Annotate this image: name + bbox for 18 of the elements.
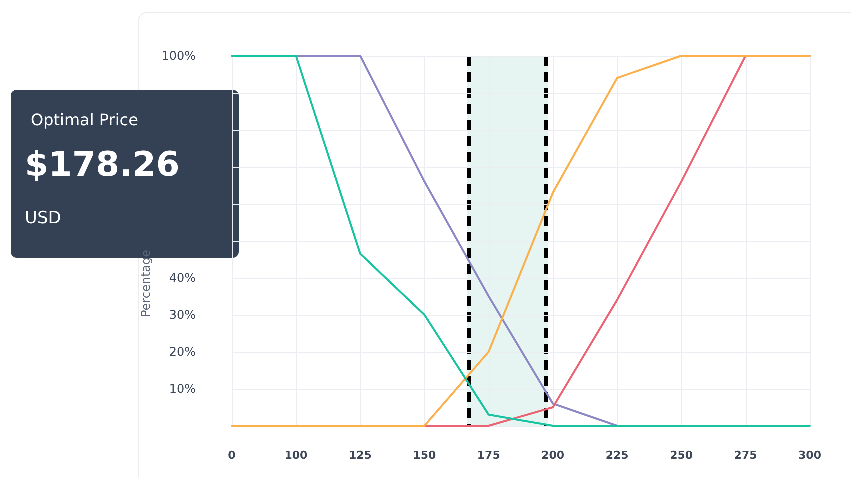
y-tick-label: 30% <box>169 308 196 322</box>
x-tick-label: 275 <box>734 449 758 462</box>
y-tick-label: 20% <box>169 345 196 359</box>
x-tick-label: 225 <box>606 449 629 462</box>
text: Optimal Price <box>31 110 138 130</box>
x-tick-label: 250 <box>670 449 694 462</box>
x-tick-label: 100 <box>284 449 308 462</box>
x-tick-label: 175 <box>477 449 500 462</box>
text: USD <box>25 208 62 228</box>
y-tick-label: 10% <box>169 382 196 396</box>
x-tick-label: 200 <box>542 449 565 462</box>
x-tick-label: 125 <box>348 449 372 462</box>
y-tick-label: 40% <box>169 271 196 285</box>
x-tick-label: 150 <box>413 449 436 462</box>
text: $178.26 <box>25 145 180 185</box>
x-tick-label: 0 <box>228 449 236 462</box>
x-tick-label: 300 <box>798 449 822 462</box>
y-tick-label: 100% <box>162 49 196 63</box>
